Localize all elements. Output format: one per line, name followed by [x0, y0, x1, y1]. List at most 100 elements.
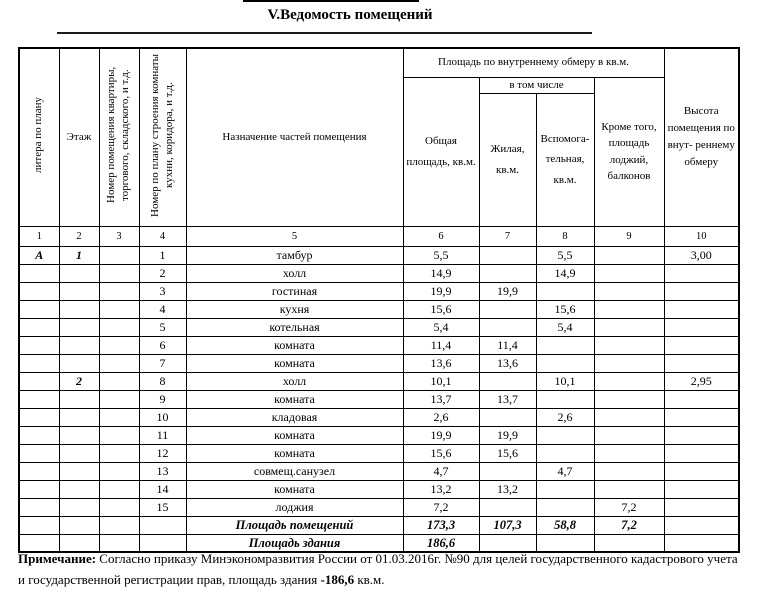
cell-floor: [58, 479, 100, 499]
cell-apt: [98, 389, 140, 409]
header-litera: литера по плану: [18, 47, 60, 227]
cell-floor: [58, 335, 100, 355]
table-body: 1 2 3 4 5 6 7 8 9 10 А 1 1 тамбур 5,5 5,5 3,00 2 холл 14,9…: [18, 225, 740, 553]
cell-total: 5,5: [402, 245, 480, 265]
cell-living: [478, 245, 537, 265]
table-row: 5 котельная 5,4 5,4: [18, 317, 740, 337]
cell-purpose: комната: [185, 443, 404, 463]
cell-balcony: [593, 443, 665, 463]
table-row: 14 комната 13,2 13,2: [18, 479, 740, 499]
cell-num: 10: [138, 407, 187, 427]
cell-floor: [58, 299, 100, 319]
cell-num: 11: [138, 425, 187, 445]
cell-num: 5: [138, 317, 187, 337]
cell-floor: [58, 497, 100, 517]
cell-litera: [18, 281, 60, 301]
cell-litera: [18, 353, 60, 373]
cell-litera: А: [18, 245, 60, 265]
column-number-cell: 10: [663, 225, 740, 247]
cell-floor: [58, 389, 100, 409]
cell-height: [663, 425, 740, 445]
cell-living: [478, 317, 537, 337]
table-row: 6 комната 11,4 11,4: [18, 335, 740, 355]
total-row: Площадь помещений 173,3 107,3 58,8 7,2: [18, 515, 740, 535]
cell-apt: [98, 497, 140, 517]
premises-table: литера по плану Этаж Номер помещения ква…: [18, 47, 740, 554]
cell-height: [663, 479, 740, 499]
cell-living: [478, 461, 537, 481]
cell-floor: [58, 317, 100, 337]
cell-balcony: [593, 353, 665, 373]
cell-floor: [58, 425, 100, 445]
cell-living: [478, 407, 537, 427]
cell-floor: [58, 443, 100, 463]
cell-apt: [98, 479, 140, 499]
cell-aux: [535, 497, 595, 517]
column-number-cell: 1: [18, 225, 60, 247]
cell-apt: [98, 443, 140, 463]
cell-litera: [18, 443, 60, 463]
cell-living: 11,4: [478, 335, 537, 355]
table-row: 4 кухня 15,6 15,6: [18, 299, 740, 319]
column-number-cell: 6: [402, 225, 480, 247]
table-row: 12 комната 15,6 15,6: [18, 443, 740, 463]
cell-height: [663, 407, 740, 427]
cell-total: 19,9: [402, 425, 480, 445]
cell-total: 19,9: [402, 281, 480, 301]
cell-num: 3: [138, 281, 187, 301]
cell-living: [478, 263, 537, 283]
cell-apt: [98, 299, 140, 319]
cell-purpose: кладовая: [185, 407, 404, 427]
cell-living: 15,6: [478, 443, 537, 463]
cell-balcony: [593, 281, 665, 301]
table-row: 2 холл 14,9 14,9: [18, 263, 740, 283]
table-row: 15 лоджия 7,2 7,2: [18, 497, 740, 517]
cell-purpose: кухня: [185, 299, 404, 319]
cell-aux: 5,5: [535, 245, 595, 265]
header-apt-number-label: Номер помещения квартиры, торгового, скл…: [105, 66, 131, 204]
cell-purpose: тамбур: [185, 245, 404, 265]
cell-litera: [18, 461, 60, 481]
cell-aux: 5,4: [535, 317, 595, 337]
column-number-cell: 8: [535, 225, 595, 247]
cell-aux: [535, 335, 595, 355]
cell-living: 107,3: [478, 515, 537, 535]
note-body: Согласно приказу Минэкономразвития Росси…: [18, 551, 738, 587]
note-suffix: кв.м.: [354, 571, 385, 587]
cell-height: [663, 515, 740, 535]
cell-litera: [18, 317, 60, 337]
cell-num: 13: [138, 461, 187, 481]
cell-balcony: [593, 335, 665, 355]
cell-purpose: совмещ.санузел: [185, 461, 404, 481]
cell-height: [663, 443, 740, 463]
title-underline: [57, 32, 592, 34]
note-label: Примечание:: [18, 551, 97, 566]
header-plan-number-label: Номер по плану строения комнаты кухни, к…: [148, 53, 175, 217]
cell-purpose: комната: [185, 479, 404, 499]
cell-living: 19,9: [478, 425, 537, 445]
cell-height: [663, 353, 740, 373]
cell-total: 15,6: [402, 299, 480, 319]
header-litera-label: литера по плану: [32, 97, 45, 173]
cell-balcony: [593, 263, 665, 283]
cell-balcony: [593, 461, 665, 481]
cell-total: 10,1: [402, 371, 480, 391]
cell-total: 14,9: [402, 263, 480, 283]
cell-num: 9: [138, 389, 187, 409]
column-number-cell: 2: [58, 225, 100, 247]
cell-apt: [98, 371, 140, 391]
header-including: в том числе: [478, 76, 595, 94]
cell-num: 14: [138, 479, 187, 499]
cell-height: [663, 461, 740, 481]
cell-total: 13,7: [402, 389, 480, 409]
cell-purpose: комната: [185, 389, 404, 409]
cell-balcony: 7,2: [593, 497, 665, 517]
cell-litera: [18, 425, 60, 445]
cell-litera: [18, 497, 60, 517]
header-height: Высота помещения по внут- реннему обмеру: [663, 47, 740, 227]
cell-litera: [18, 407, 60, 427]
cell-height: 2,95: [663, 371, 740, 391]
cell-apt: [98, 461, 140, 481]
header-apt-number: Номер помещения квартиры, торгового, скл…: [98, 47, 140, 227]
cell-purpose: котельная: [185, 317, 404, 337]
